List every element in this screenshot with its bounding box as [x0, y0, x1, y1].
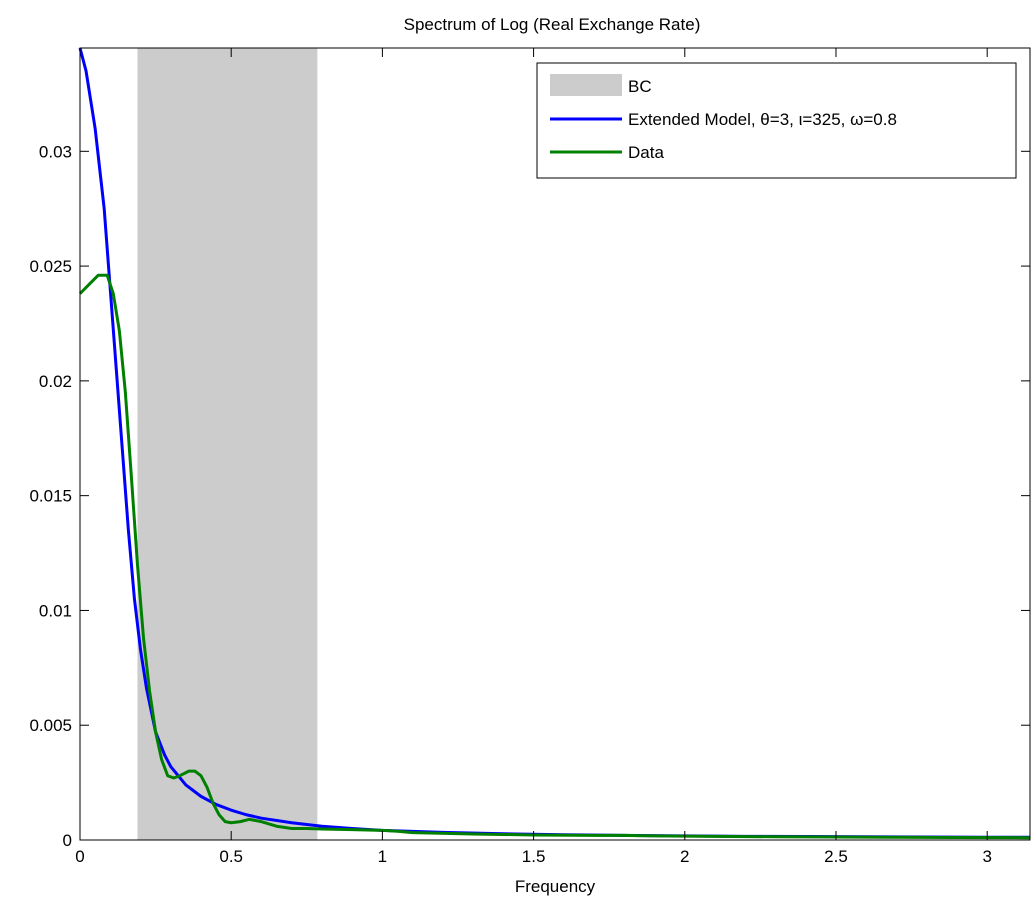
- ticks-layer: 0 0.5 1 1.5 2 2.5 3 0 0.005 0.01 0.015 0.02 0.025 0.0…: [29, 48, 1030, 866]
- y-tick-label: 0.025: [29, 257, 72, 276]
- legend-swatch-bc: [550, 74, 622, 96]
- y-tick-label: 0.02: [39, 372, 72, 391]
- legend-label-bc: BC: [628, 77, 652, 96]
- y-tick-label: 0.015: [29, 487, 72, 506]
- x-tick-label: 0: [75, 847, 84, 866]
- legend-label-data: Data: [628, 143, 664, 162]
- y-tick-label: 0.005: [29, 716, 72, 735]
- x-tick-label: 1.5: [522, 847, 546, 866]
- x-tick-label: 2: [680, 847, 689, 866]
- x-tick-label: 2.5: [824, 847, 848, 866]
- chart-title: Spectrum of Log (Real Exchange Rate): [404, 15, 701, 34]
- legend-label-model: Extended Model, θ=3, ι=325, ω=0.8: [628, 110, 897, 129]
- series-line-data: [78, 273, 1031, 840]
- bc-shaded-band: [137, 48, 318, 840]
- y-tick-label: 0.03: [39, 142, 72, 161]
- x-tick-label: 3: [982, 847, 991, 866]
- plot-area: 0 0.5 1 1.5 2 2.5 3 0 0.005 0.01 0.015 0.02 0.025 0.0…: [29, 47, 1031, 866]
- series-layer: [78, 47, 1031, 840]
- axes-box: [79, 47, 1031, 841]
- x-tick-label: 0.5: [219, 847, 243, 866]
- legend: BC Extended Model, θ=3, ι=325, ω=0.8 Dat…: [536, 62, 1017, 179]
- x-tick-label: 1: [378, 847, 387, 866]
- y-tick-label: 0.01: [39, 601, 72, 620]
- y-tick-label: 0: [63, 831, 72, 850]
- x-axis-label: Frequency: [515, 877, 596, 896]
